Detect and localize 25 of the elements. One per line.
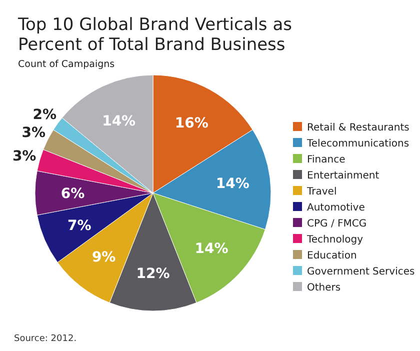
data-label: 6% (60, 186, 85, 202)
legend-label: Government Services (307, 266, 415, 278)
legend-label: Automotive (307, 202, 365, 214)
legend-label: Entertainment (307, 170, 380, 182)
data-label: 7% (67, 218, 92, 234)
legend-label: Retail & Restaurants (307, 122, 410, 134)
data-label: 3% (12, 148, 36, 165)
legend-label: Travel (306, 186, 337, 198)
data-label: 16% (174, 116, 208, 132)
data-label: 14% (102, 113, 136, 130)
legend-label: Others (307, 282, 341, 294)
data-label: 14% (194, 240, 228, 257)
data-label: 12% (136, 266, 170, 282)
legend-label: Technology (306, 234, 364, 246)
source-note: Source: 2012. (14, 334, 77, 344)
legend-label: CPG / FMCG (307, 218, 367, 230)
chart-title: Top 10 Global Brand Verticals as Percent of Total Brand Business (17, 15, 292, 55)
legend-label: Telecommunications (306, 138, 410, 150)
legend-label: Education (307, 250, 357, 262)
data-label: 3% (22, 125, 46, 142)
legend-label: Finance (307, 154, 346, 166)
data-label: 9% (92, 249, 116, 266)
data-label: 14% (216, 176, 250, 192)
data-label: 2% (32, 107, 56, 124)
chart-subtitle: Count of Campaigns (18, 59, 115, 70)
